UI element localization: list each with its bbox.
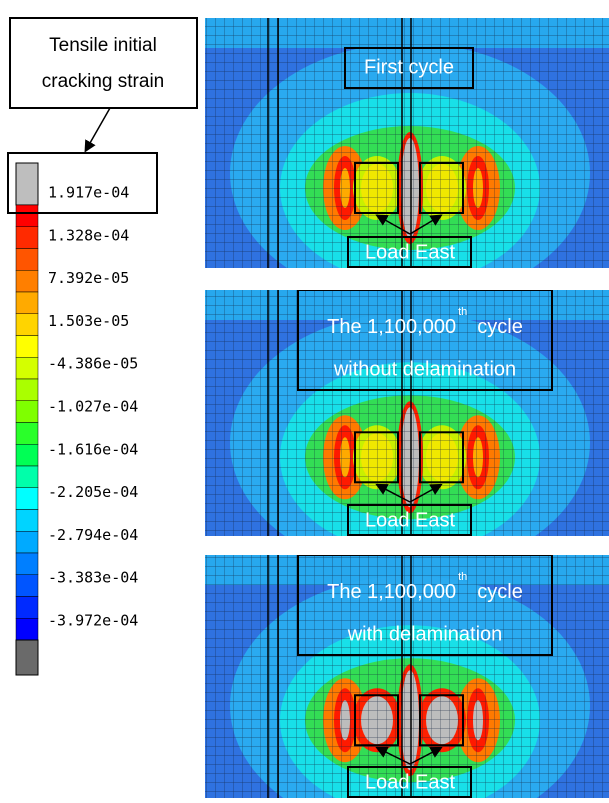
legend-label: -2.205e-04 [48,483,138,501]
title-part: cycle [477,316,523,338]
panel-title: First cycle [364,56,454,78]
callout-line: Tensile initial [49,35,157,56]
swatch [16,205,38,227]
swatch [16,292,38,314]
swatch [16,336,38,358]
panel-title: with delamination [347,623,503,645]
contour-panel: Load East The 1,100,000thcycle without del… [205,290,609,573]
swatch [16,423,38,445]
figure: Tensile initial cracking strain 1.917e-04 1… [0,0,609,798]
load-label: Load East [365,509,456,531]
swatch [16,597,38,619]
swatch [16,553,38,575]
swatch [16,444,38,466]
swatch [16,575,38,597]
legend-label: -4.386e-05 [48,355,138,373]
title-sup: th [458,571,467,583]
swatch [16,249,38,271]
swatch [16,510,38,532]
swatch [16,270,38,292]
contour: Load East First cycle [205,18,609,303]
legend-label: -2.794e-04 [48,526,138,544]
load-label: Load East [365,771,456,793]
contour: Load East The 1,100,000thcycle with delami… [205,555,609,798]
swatch [16,531,38,553]
title-sup: th [458,306,467,318]
swatch [16,379,38,401]
panels: Load East First cycle Load East The 1,100,0… [205,18,609,798]
legend-label: -1.027e-04 [48,398,138,416]
swatch [16,314,38,336]
swatch [16,227,38,249]
legend: Tensile initial cracking strain 1.917e-04 1… [8,18,197,675]
legend-label: -3.972e-04 [48,612,138,630]
callout-arrow [86,108,110,150]
contour-panel: Load East First cycle [205,18,609,303]
callout-line: cracking strain [42,71,165,92]
contour-panel: Load East The 1,100,000thcycle with delami… [205,555,609,798]
legend-label: -3.383e-04 [48,569,138,587]
load-label: Load East [365,241,456,263]
swatch [16,618,38,640]
swatch [16,357,38,379]
title-part: The 1,100,000 [327,581,456,603]
title-part: The 1,100,000 [327,316,456,338]
legend-label: -1.616e-04 [48,440,138,458]
callout-box [10,18,197,108]
title-part: cycle [477,581,523,603]
legend-label: 1.917e-04 [48,184,129,202]
legend-label: 7.392e-05 [48,269,129,287]
legend-label: 1.503e-05 [48,312,129,330]
swatch [16,640,38,675]
swatch [16,466,38,488]
contour: Load East The 1,100,000thcycle without del… [205,290,609,573]
swatch [16,488,38,510]
legend-label: 1.328e-04 [48,226,129,244]
panel-title: without delamination [333,358,516,380]
swatch [16,163,38,205]
swatch [16,401,38,423]
